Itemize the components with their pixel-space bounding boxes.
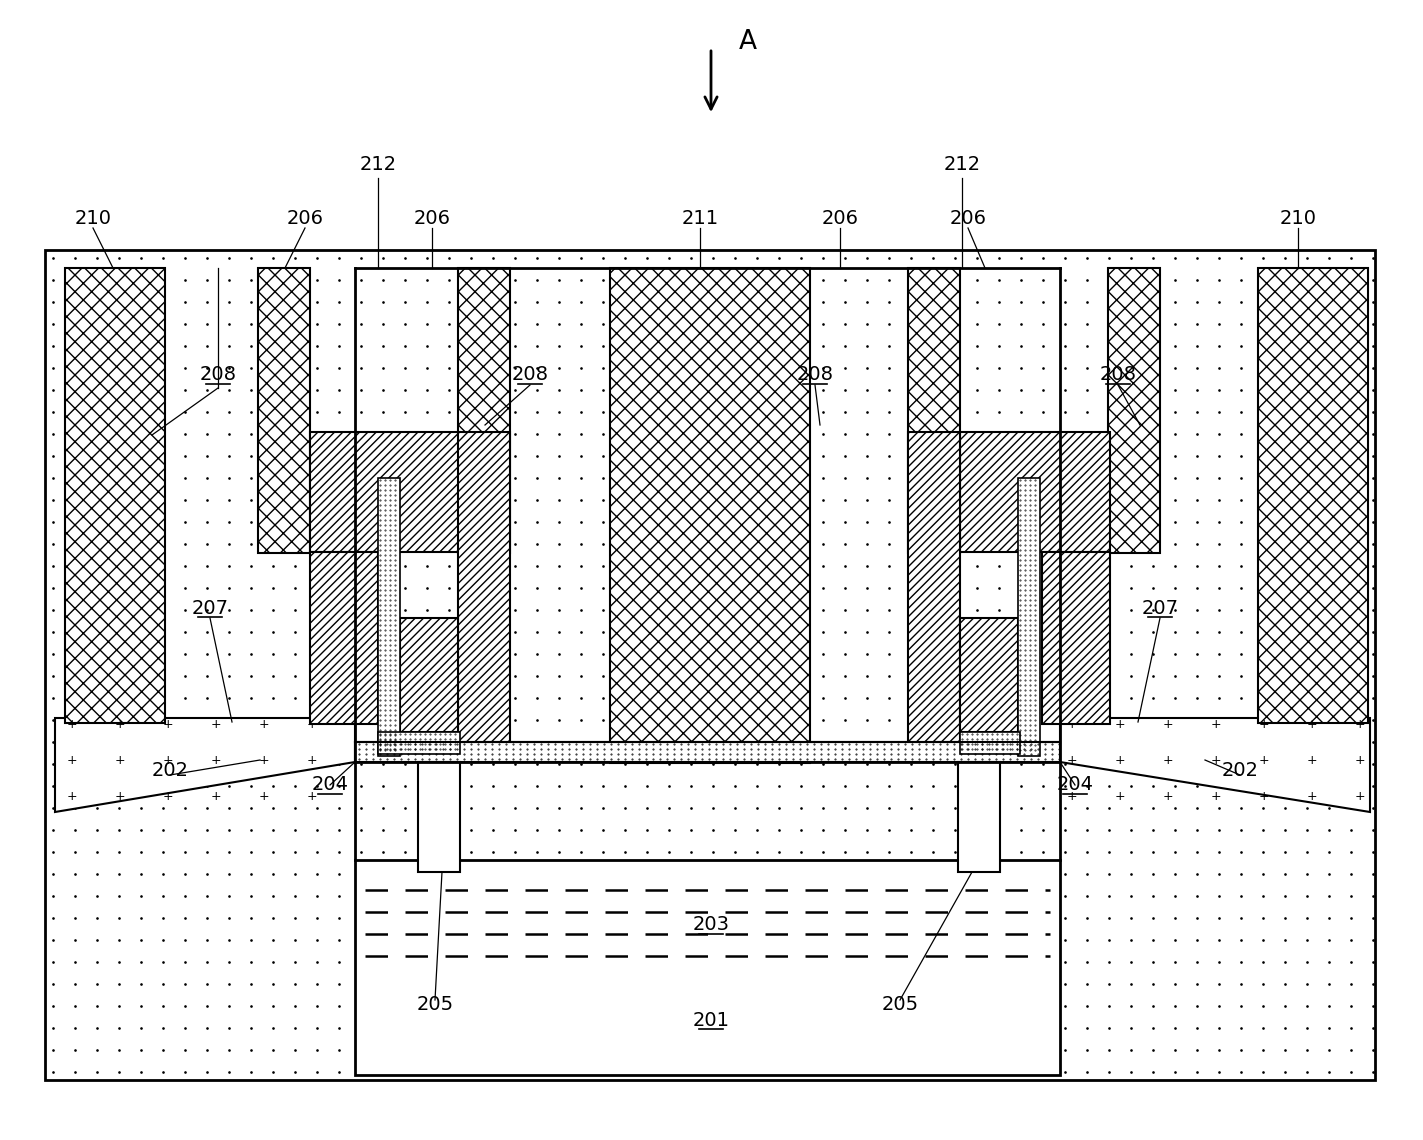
Text: 211: 211 (682, 209, 719, 228)
Text: A: A (739, 28, 757, 55)
Text: 208: 208 (199, 366, 236, 384)
Text: +: + (1211, 790, 1221, 803)
Bar (610, 268, 810, 763)
Text: +: + (67, 754, 77, 766)
Text: 207: 207 (192, 598, 229, 618)
Text: +: + (1355, 754, 1365, 766)
Bar (1109, 268, 1160, 553)
Text: +: + (67, 717, 77, 731)
Text: +: + (259, 717, 269, 731)
Text: +: + (211, 717, 222, 731)
Text: 206: 206 (821, 209, 858, 228)
Bar (354, 860, 1060, 1075)
Bar (258, 268, 310, 553)
Text: +: + (307, 717, 317, 731)
Bar (961, 432, 1110, 552)
Bar (354, 742, 1060, 762)
Text: +: + (115, 754, 125, 766)
Text: +: + (1067, 717, 1077, 731)
Text: +: + (1355, 790, 1365, 803)
Bar (1017, 478, 1040, 756)
Text: +: + (1114, 717, 1126, 731)
Text: +: + (67, 790, 77, 803)
Text: +: + (1163, 790, 1174, 803)
Text: 206: 206 (286, 209, 323, 228)
Text: +: + (1163, 717, 1174, 731)
Text: +: + (307, 754, 317, 766)
Text: +: + (259, 754, 269, 766)
Text: +: + (162, 717, 174, 731)
Text: +: + (307, 790, 317, 803)
Bar (1258, 268, 1368, 723)
Text: 206: 206 (949, 209, 986, 228)
Text: +: + (211, 754, 222, 766)
Text: 206: 206 (414, 209, 451, 228)
Bar (400, 618, 458, 732)
Bar (908, 268, 961, 553)
Bar (379, 478, 400, 756)
Bar (65, 268, 165, 723)
Text: +: + (1259, 717, 1269, 731)
Text: +: + (1306, 790, 1318, 803)
Text: 207: 207 (1141, 598, 1178, 618)
Text: 202: 202 (1221, 760, 1258, 780)
Text: 208: 208 (797, 366, 834, 384)
Text: +: + (1211, 754, 1221, 766)
Text: +: + (1259, 790, 1269, 803)
Text: +: + (1114, 754, 1126, 766)
Text: 212: 212 (360, 155, 397, 174)
Polygon shape (55, 718, 354, 812)
Bar (46, 250, 1375, 1080)
Text: +: + (115, 717, 125, 731)
Text: +: + (1067, 790, 1077, 803)
Text: 201: 201 (693, 1010, 730, 1029)
Text: +: + (115, 790, 125, 803)
Bar (458, 268, 509, 553)
Text: +: + (1355, 717, 1365, 731)
Bar (458, 432, 509, 762)
Bar (961, 732, 1020, 754)
Text: 202: 202 (151, 760, 188, 780)
Text: +: + (1306, 754, 1318, 766)
Text: +: + (162, 754, 174, 766)
Text: +: + (259, 790, 269, 803)
Text: +: + (1211, 717, 1221, 731)
Text: 210: 210 (1279, 209, 1316, 228)
Text: +: + (1259, 754, 1269, 766)
Text: 208: 208 (1100, 366, 1137, 384)
Text: +: + (1306, 717, 1318, 731)
Bar (418, 762, 460, 872)
Text: 204: 204 (1056, 775, 1093, 795)
Text: +: + (211, 790, 222, 803)
Polygon shape (1060, 718, 1370, 812)
Bar (379, 732, 460, 754)
Text: 203: 203 (693, 915, 730, 935)
Text: 205: 205 (881, 995, 919, 1015)
Text: +: + (162, 790, 174, 803)
Text: 212: 212 (943, 155, 980, 174)
Bar (1042, 552, 1110, 724)
Text: 210: 210 (74, 209, 111, 228)
Bar (310, 552, 379, 724)
Text: 205: 205 (417, 995, 454, 1015)
Text: +: + (1067, 754, 1077, 766)
Text: 208: 208 (511, 366, 548, 384)
Bar (908, 432, 961, 762)
Text: +: + (1163, 754, 1174, 766)
Text: +: + (1114, 790, 1126, 803)
Bar (310, 432, 460, 552)
Text: 204: 204 (312, 775, 349, 795)
Bar (961, 618, 1017, 732)
Bar (958, 762, 1000, 872)
